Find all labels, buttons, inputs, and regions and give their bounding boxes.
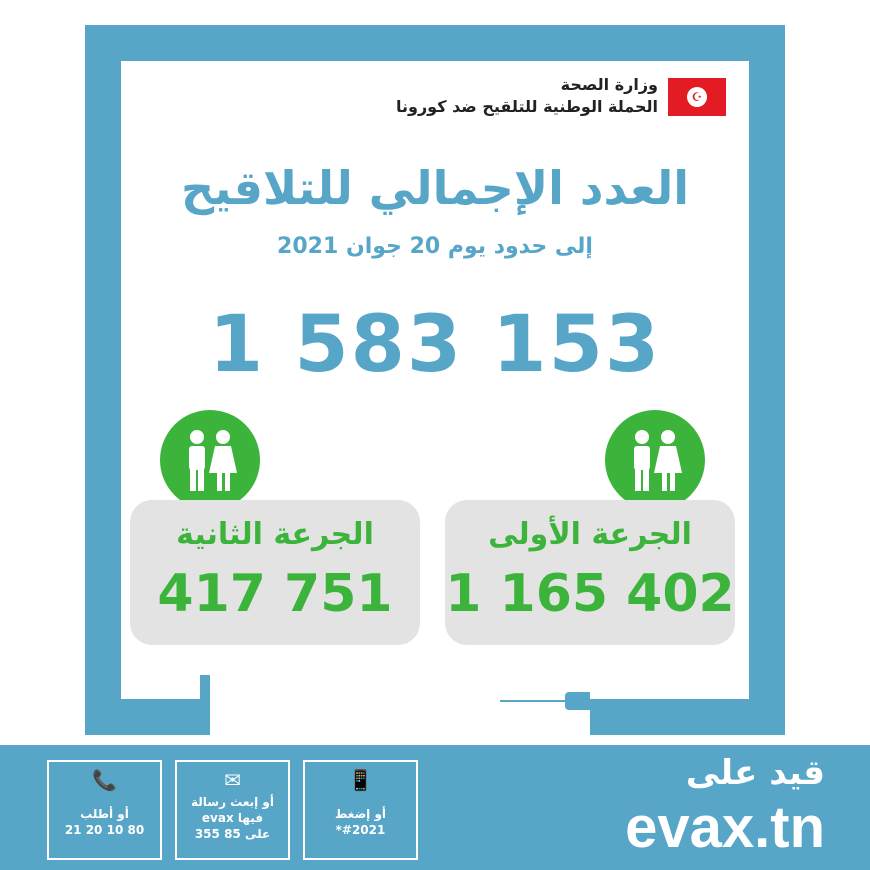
envelope-icon: ✉: [224, 768, 241, 792]
date-subtitle: إلى حدود يوم 20 جوان 2021: [277, 234, 593, 259]
second-dose-label: الجرعة الثانية: [176, 517, 374, 552]
frame-bottom-left: [85, 699, 200, 735]
footer-banner: 📱 أو إضغط #2021* ✉ أو إبعث رسالة فيها ev…: [0, 745, 870, 870]
smartphone-icon: 📱: [348, 768, 373, 792]
syringe-plunger: [200, 675, 210, 735]
call-number: 80 10 20 21: [64, 823, 145, 837]
sms-line: أو إبعث رسالة: [190, 795, 275, 809]
people-icon: [605, 410, 705, 510]
header-text: وزارة الصحة الحملة الوطنية للتلقيح ضد كو…: [396, 74, 658, 118]
total-vaccinations: 1 583 153: [208, 300, 662, 390]
sms-number: على 85 355: [194, 827, 271, 841]
second-dose-box: الجرعة الثانية 417 751: [130, 500, 420, 645]
people-icon: [160, 410, 260, 510]
website-link[interactable]: evax.tn: [625, 795, 825, 860]
ussd-line: أو إضغط: [334, 807, 387, 821]
second-dose-value: 417 751: [157, 564, 393, 624]
page-title: العدد الإجمالي للتلاقيح: [180, 161, 690, 215]
first-dose-value: 1 165 402: [445, 564, 735, 624]
sms-keyword: فيها evax: [201, 811, 264, 825]
sms-card: ✉ أو إبعث رسالة فيها evax على 85 355: [175, 760, 290, 860]
register-label: قيد على: [685, 753, 825, 793]
ministry-name: وزارة الصحة: [560, 75, 658, 94]
frame-right: [749, 25, 785, 735]
syringe-body: [590, 699, 785, 735]
first-dose-label: الجرعة الأولى: [488, 517, 692, 552]
syringe-tip: [565, 692, 590, 710]
syringe-needle: [500, 700, 565, 702]
call-card: 📞 أو أطلب 80 10 20 21: [47, 760, 162, 860]
frame-left: [85, 25, 121, 735]
ussd-code: #2021*: [335, 823, 386, 837]
campaign-name: الحملة الوطنية للتلقيح ضد كورونا: [395, 97, 658, 116]
ussd-card: 📱 أو إضغط #2021*: [303, 760, 418, 860]
frame-top: [85, 25, 785, 61]
phone-icon: 📞: [92, 768, 117, 792]
call-line: أو أطلب: [80, 807, 129, 821]
tunisia-flag-icon: ☪: [668, 78, 726, 116]
first-dose-box: الجرعة الأولى 1 165 402: [445, 500, 735, 645]
